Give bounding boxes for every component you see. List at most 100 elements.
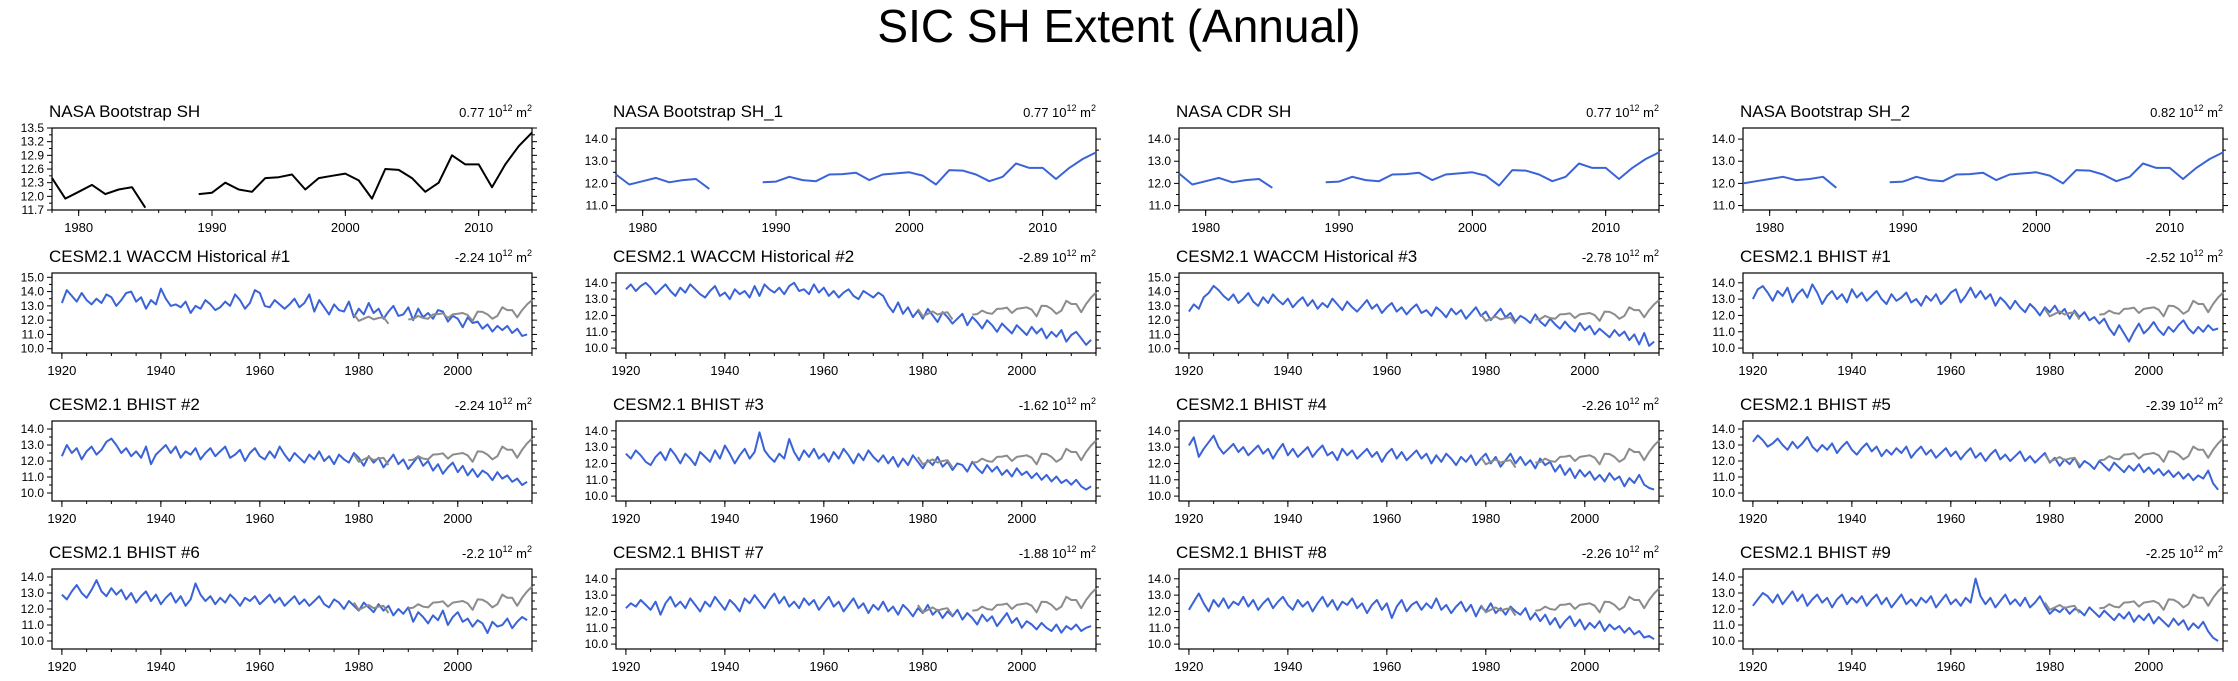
x-tick-label: 1990 xyxy=(198,220,227,235)
x-tick-label: 2000 xyxy=(1570,511,1599,526)
series-line-obs xyxy=(2044,291,2224,321)
x-tick-label: 1980 xyxy=(1755,220,1784,235)
panel-title: CESM2.1 BHIST #5 xyxy=(1740,395,1891,414)
y-tick-label: 12.0 xyxy=(1712,454,1736,468)
plot-frame xyxy=(1742,420,2224,502)
x-tick-label: 1980 xyxy=(344,511,373,526)
plot-frame xyxy=(615,420,1097,502)
y-tick-label: 14.0 xyxy=(1148,285,1172,299)
y-tick-label: 10.0 xyxy=(21,634,45,648)
series-line-model xyxy=(1742,151,2224,189)
x-tick-label: 2000 xyxy=(443,511,472,526)
x-tick-label: 1980 xyxy=(2035,511,2064,526)
y-tick-label: 14.0 xyxy=(21,285,45,299)
series-line-obs xyxy=(353,299,533,325)
y-tick-label: 14.0 xyxy=(1712,276,1736,290)
y-tick-label: 13.0 xyxy=(21,438,45,452)
trend-label: -1.88 1012 m2 xyxy=(1019,544,1096,561)
panel-title: CESM2.1 BHIST #3 xyxy=(613,395,764,414)
series-line-obs xyxy=(353,585,533,614)
trend-label: -2.26 1012 m2 xyxy=(1582,544,1659,561)
series-line-obs xyxy=(1480,587,1660,617)
y-tick-label: 14.0 xyxy=(1712,422,1736,436)
series-line-model xyxy=(1188,434,1655,491)
plot-frame xyxy=(1178,568,1660,650)
panel-title: CESM2.1 BHIST #2 xyxy=(49,395,200,414)
trend-label: 0.77 1012 m2 xyxy=(459,103,532,120)
plot-frame xyxy=(51,420,533,502)
x-tick-label: 1940 xyxy=(710,511,739,526)
y-tick-label: 13.0 xyxy=(1148,588,1172,602)
series-line-model xyxy=(1752,283,2219,343)
x-tick-label: 1940 xyxy=(1273,363,1302,378)
x-tick-label: 2000 xyxy=(1570,659,1599,674)
series-line-model xyxy=(625,281,1092,346)
panel-cesm2-1-bhist-6: CESM2.1 BHIST #6 -2.2 1012 m2 10.0 11.0 12.0… xyxy=(21,543,537,674)
panel-title: CESM2.1 BHIST #7 xyxy=(613,543,764,562)
series-line-model xyxy=(625,431,1092,491)
x-tick-label: 2000 xyxy=(2134,511,2163,526)
x-tick-label: 1960 xyxy=(245,511,274,526)
y-tick-label: 10.0 xyxy=(1712,634,1736,648)
y-tick-label: 14.0 xyxy=(1148,572,1172,586)
y-tick-label: 13.0 xyxy=(585,440,609,454)
x-tick-label: 1980 xyxy=(628,220,657,235)
y-tick-label: 13.5 xyxy=(21,121,45,135)
y-tick-label: 11.0 xyxy=(1713,470,1736,484)
series-line-obs xyxy=(2044,585,2224,614)
trend-label: -2.39 1012 m2 xyxy=(2146,396,2223,413)
plot-frame xyxy=(1742,272,2224,354)
y-tick-label: 10.0 xyxy=(1712,486,1736,500)
x-tick-label: 1960 xyxy=(1936,659,1965,674)
y-tick-label: 11.0 xyxy=(1713,325,1736,339)
panel-title: CESM2.1 WACCM Historical #2 xyxy=(613,247,854,266)
y-tick-label: 10.0 xyxy=(585,637,609,651)
y-tick-label: 13.2 xyxy=(21,135,45,149)
panel-cesm2-1-bhist-1: CESM2.1 BHIST #1 -2.52 1012 m2 10.0 11.0 12.… xyxy=(1712,247,2228,378)
panel-cesm2-1-waccm-historical-3: CESM2.1 WACCM Historical #3 -2.78 1012 m2… xyxy=(1148,247,1664,378)
x-tick-label: 1980 xyxy=(1471,511,1500,526)
x-tick-label: 1940 xyxy=(146,511,175,526)
y-tick-label: 12.0 xyxy=(1148,313,1172,327)
plot-frame xyxy=(1178,420,1660,502)
y-tick-label: 13.0 xyxy=(585,292,609,306)
x-tick-label: 1920 xyxy=(47,659,76,674)
panel-cesm2-1-bhist-5: CESM2.1 BHIST #5 -2.39 1012 m2 10.0 11.0 12.… xyxy=(1712,395,2228,526)
y-tick-label: 11.0 xyxy=(586,473,609,487)
trend-label: 0.82 1012 m2 xyxy=(2150,103,2223,120)
y-tick-label: 12.0 xyxy=(585,604,609,618)
y-tick-label: 14.0 xyxy=(21,422,45,436)
panel-title: CESM2.1 WACCM Historical #3 xyxy=(1176,247,1417,266)
panel-nasa-bootstrap-sh: NASA Bootstrap SH 0.77 1012 m211.712.012.… xyxy=(21,102,537,235)
panels-grid: NASA Bootstrap SH 0.77 1012 m211.712.012.… xyxy=(21,102,2228,674)
y-tick-label: 10.0 xyxy=(1148,342,1172,356)
y-tick-label: 14.0 xyxy=(1712,132,1736,146)
y-tick-label: 12.0 xyxy=(1148,176,1172,190)
x-tick-label: 1940 xyxy=(710,659,739,674)
x-tick-label: 2000 xyxy=(2022,220,2051,235)
x-tick-label: 1980 xyxy=(1471,659,1500,674)
x-tick-label: 1990 xyxy=(1325,220,1354,235)
x-tick-label: 1980 xyxy=(908,511,937,526)
x-tick-label: 1980 xyxy=(2035,363,2064,378)
y-tick-label: 14.0 xyxy=(585,276,609,290)
y-tick-label: 14.0 xyxy=(1148,132,1172,146)
panel-cesm2-1-waccm-historical-2: CESM2.1 WACCM Historical #2 -2.89 1012 m2… xyxy=(585,247,1101,378)
y-tick-label: 11.0 xyxy=(1149,327,1172,341)
y-tick-label: 11.0 xyxy=(1149,621,1172,635)
panel-nasa-cdr-sh: NASA CDR SH 0.77 1012 m2 11.0 12.0 13.0 14.0 1… xyxy=(1148,102,1664,235)
y-tick-label: 12.0 xyxy=(21,189,45,203)
y-tick-label: 12.9 xyxy=(21,148,45,162)
panel-title: CESM2.1 BHIST #4 xyxy=(1176,395,1327,414)
y-tick-label: 11.0 xyxy=(586,325,609,339)
x-tick-label: 1980 xyxy=(344,659,373,674)
series-line-obs xyxy=(917,587,1097,617)
series-line-model xyxy=(1752,577,2219,642)
y-tick-label: 12.0 xyxy=(1148,604,1172,618)
trend-label: -2.52 1012 m2 xyxy=(2146,248,2223,265)
x-tick-label: 2000 xyxy=(2134,363,2163,378)
y-tick-label: 11.7 xyxy=(22,203,45,217)
x-tick-label: 2000 xyxy=(1007,511,1036,526)
x-tick-label: 1960 xyxy=(809,363,838,378)
